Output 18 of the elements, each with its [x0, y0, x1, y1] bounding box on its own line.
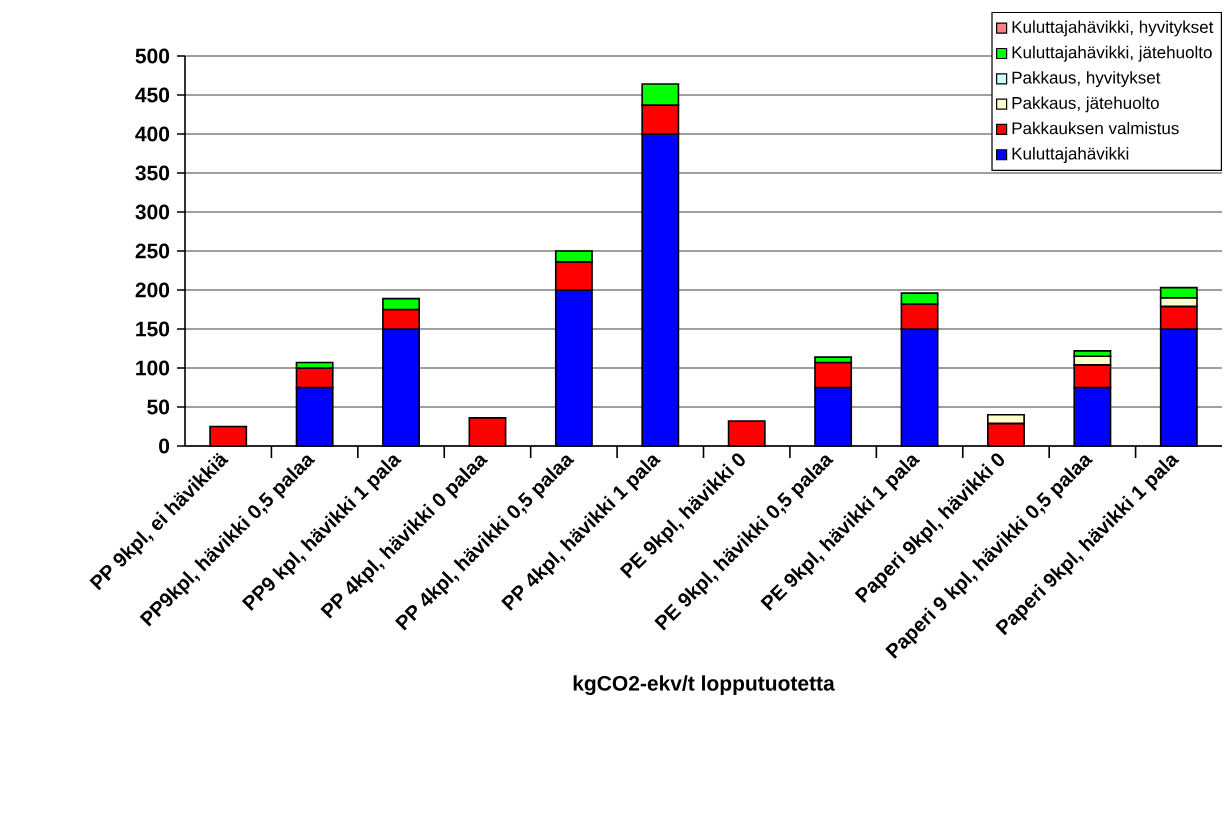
legend-label: Pakkaus, hyvitykset [1012, 71, 1161, 87]
legend-label: Pakkauksen valmistus [1012, 121, 1179, 135]
y-tick-label: 250 [135, 243, 170, 259]
legend-label: Pakkaus, jätehuolto [1012, 96, 1159, 113]
y-tick-label: 50 [147, 399, 170, 415]
y-tick-label: 0 [159, 438, 170, 454]
y-tick-label: 500 [135, 48, 170, 64]
y-tick-label: 100 [136, 360, 170, 376]
legend-label: Kuluttajahävikki, hyvitykset [1012, 20, 1214, 37]
y-tick-label: 450 [135, 87, 170, 103]
x-axis-title: kgCO2-ekv/t lopputuotetta [573, 675, 835, 695]
y-tick-label: 400 [135, 126, 170, 142]
y-tick-label: 350 [135, 165, 170, 181]
y-tick-label: 200 [135, 282, 170, 298]
y-tick-label: 150 [136, 321, 170, 337]
legend-label: Kuluttajahävikki, jätehuolto [1012, 45, 1212, 62]
legend-label: Kuluttajahävikki [1012, 147, 1129, 163]
y-tick-label: 300 [135, 204, 170, 220]
